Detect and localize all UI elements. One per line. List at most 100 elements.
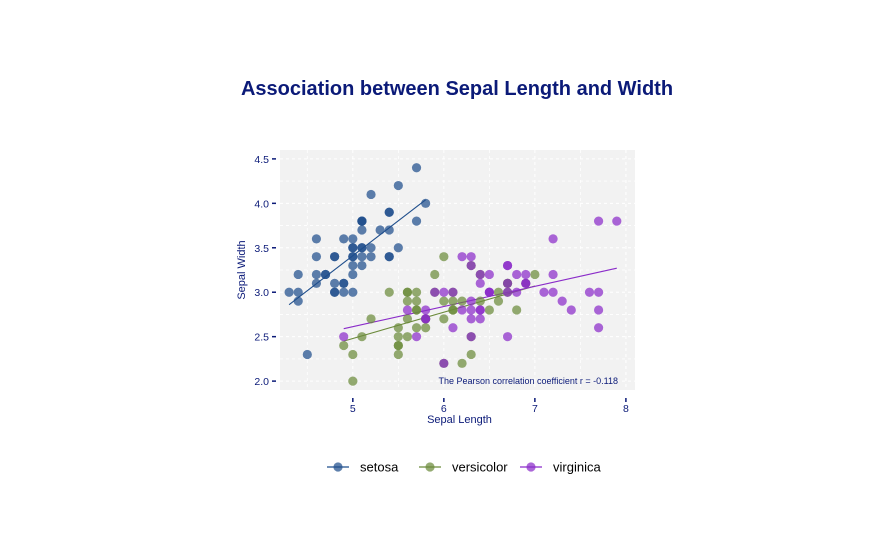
versicolor-point <box>493 296 504 306</box>
setosa-point <box>357 260 367 271</box>
versicolor-point <box>448 296 458 306</box>
chart-title: Association between Sepal Length and Wid… <box>240 78 674 100</box>
setosa-point <box>348 252 358 262</box>
virginica-point <box>466 296 476 306</box>
versicolor-point <box>448 305 458 315</box>
versicolor-point <box>339 340 349 351</box>
versicolor-point <box>348 349 358 360</box>
versicolor-point <box>393 340 403 351</box>
setosa-point <box>421 198 431 208</box>
versicolor-point <box>430 269 440 280</box>
virginica-point <box>339 332 349 342</box>
versicolor-point <box>439 252 449 262</box>
versicolor-point <box>411 323 422 333</box>
virginica-point <box>466 260 476 271</box>
versicolor-point <box>384 287 394 297</box>
data-points <box>284 163 622 386</box>
virginica-point <box>439 358 449 368</box>
virginica-legend-marker <box>526 462 536 472</box>
virginica-point <box>466 314 476 324</box>
y-tick-label: 2.0 <box>254 376 269 388</box>
virginica-point <box>411 332 422 342</box>
versicolor-legend-marker <box>425 462 435 472</box>
setosa-point <box>311 234 322 244</box>
versicolor-point <box>411 287 422 297</box>
virginica-point <box>484 287 494 297</box>
virginica-legend-label: virginica <box>553 460 601 475</box>
setosa-point <box>411 216 422 226</box>
virginica-point <box>475 269 485 280</box>
virginica-point <box>584 287 595 297</box>
setosa-point <box>393 180 403 191</box>
virginica-point <box>548 287 558 297</box>
versicolor-point <box>421 323 431 333</box>
setosa-point <box>339 278 349 288</box>
setosa-legend-marker <box>333 462 343 472</box>
versicolor-point <box>348 376 358 386</box>
virginica-point <box>484 269 494 280</box>
versicolor-point <box>439 296 449 306</box>
versicolor-point <box>512 305 522 315</box>
axes: 5 6 7 8 2.0 2.5 3.0 3.5 4.0 4.5 <box>254 154 629 415</box>
virginica-point <box>593 216 604 226</box>
virginica-point <box>402 305 413 315</box>
y-tick-label: 2.5 <box>254 332 269 344</box>
virginica-point <box>521 269 531 280</box>
virginica-point <box>457 252 467 262</box>
virginica-point <box>448 323 458 333</box>
setosa-point <box>366 252 376 262</box>
setosa-point <box>357 243 367 253</box>
setosa-point <box>366 189 376 200</box>
virginica-point <box>475 305 485 315</box>
versicolor-point <box>402 332 413 342</box>
x-tick-label: 8 <box>623 403 629 415</box>
setosa-point <box>366 243 376 253</box>
virginica-point <box>512 269 522 280</box>
virginica-point <box>502 332 513 342</box>
setosa-point <box>330 278 340 288</box>
virginica-point <box>566 305 576 315</box>
virginica-point <box>466 252 476 262</box>
versicolor-point <box>402 314 413 324</box>
setosa-point <box>320 269 331 280</box>
virginica-point <box>512 287 522 297</box>
virginica-point <box>466 305 476 315</box>
setosa-point <box>348 269 358 280</box>
setosa-trend-line <box>288 199 426 306</box>
virginica-point <box>502 260 513 271</box>
versicolor-trend-line <box>343 285 536 342</box>
versicolor-point <box>357 332 367 342</box>
y-axis-label: Sepal Width <box>236 240 248 299</box>
setosa-point <box>348 287 358 297</box>
y-tick-label: 3.0 <box>254 287 269 299</box>
setosa-point <box>330 287 340 297</box>
virginica-point <box>457 305 467 315</box>
setosa-point <box>348 243 358 253</box>
virginica-point <box>502 278 513 288</box>
setosa-point <box>293 287 303 297</box>
setosa-point <box>357 225 367 235</box>
setosa-point <box>330 252 340 262</box>
y-tick-label: 4.5 <box>254 154 269 166</box>
versicolor-point <box>393 332 403 342</box>
versicolor-point <box>466 349 476 360</box>
versicolor-point <box>393 349 403 360</box>
versicolor-point <box>411 305 422 315</box>
versicolor-point <box>475 296 485 306</box>
setosa-point <box>384 252 394 262</box>
virginica-point <box>593 287 604 297</box>
virginica-point <box>593 323 604 333</box>
virginica-point <box>557 296 567 306</box>
correlation-annotation: The Pearson correlation coefficient r = … <box>438 376 618 386</box>
setosa-point <box>293 296 303 306</box>
setosa-point <box>311 278 322 288</box>
setosa-legend-label: setosa <box>360 460 399 475</box>
versicolor-point <box>493 287 504 297</box>
virginica-point <box>521 278 531 288</box>
x-axis-label: Sepal Length <box>427 414 492 426</box>
setosa-point <box>357 216 367 226</box>
setosa-point <box>357 252 367 262</box>
versicolor-point <box>402 296 413 306</box>
virginica-point <box>539 287 549 297</box>
virginica-point <box>548 234 558 244</box>
